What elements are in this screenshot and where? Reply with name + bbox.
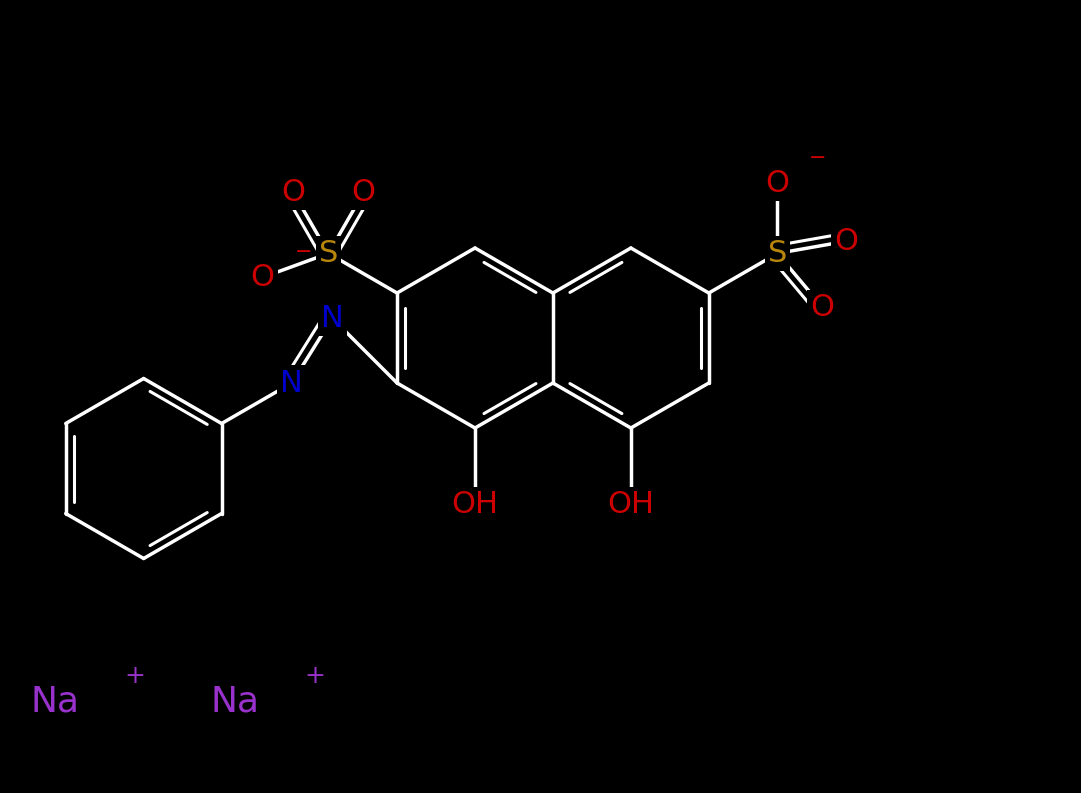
Text: N: N bbox=[321, 304, 344, 333]
Text: O: O bbox=[251, 263, 275, 292]
Text: S: S bbox=[768, 239, 787, 268]
Text: +: + bbox=[304, 664, 325, 688]
Text: +: + bbox=[124, 664, 145, 688]
Text: O: O bbox=[835, 227, 858, 255]
Text: O: O bbox=[351, 178, 375, 207]
Text: S: S bbox=[319, 239, 338, 268]
Text: O: O bbox=[811, 293, 835, 322]
Text: N: N bbox=[280, 369, 303, 397]
Text: O: O bbox=[765, 169, 789, 197]
Text: OH: OH bbox=[608, 490, 654, 519]
Text: −: − bbox=[294, 243, 311, 262]
Text: Na: Na bbox=[211, 684, 259, 718]
Text: O: O bbox=[281, 178, 305, 207]
Text: Na: Na bbox=[30, 684, 80, 718]
Text: OH: OH bbox=[452, 490, 498, 519]
Text: −: − bbox=[810, 148, 827, 168]
